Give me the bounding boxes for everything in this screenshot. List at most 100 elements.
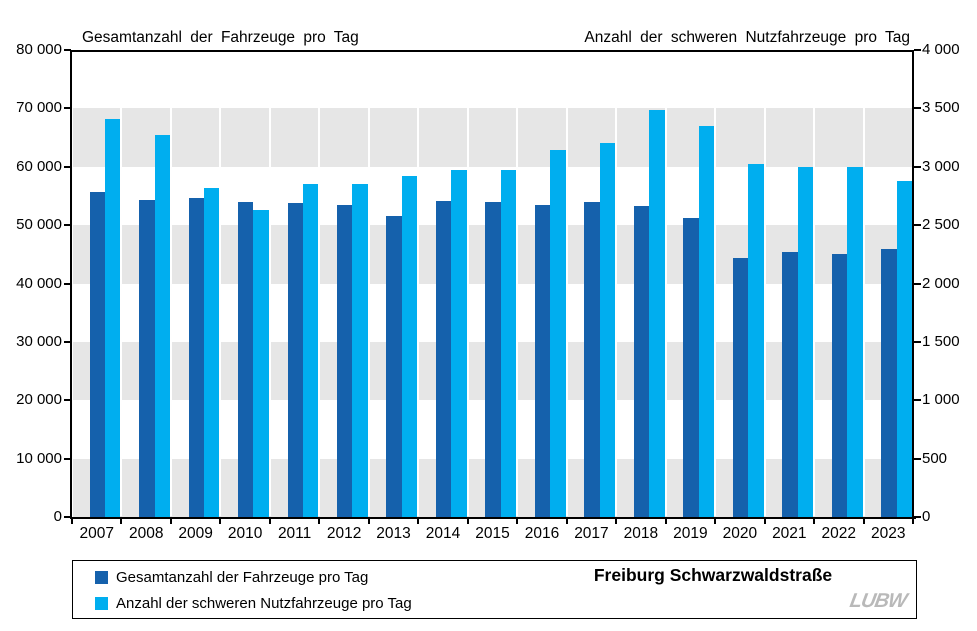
left-axis-tick [64, 457, 71, 460]
right-axis-tick-label: 0 [922, 508, 931, 525]
right-axis-tick-label: 2 500 [922, 216, 960, 234]
bar-total-2018 [633, 205, 650, 517]
year-separator [219, 51, 222, 516]
x-axis-tick [120, 518, 123, 524]
year-label-2015: 2015 [475, 525, 510, 542]
bar-total-2021 [782, 251, 798, 517]
bar-total-2010 [238, 202, 254, 517]
left-axis-tick-label: 80 000 [16, 41, 62, 58]
year-separator [813, 51, 816, 516]
bar-total-2022 [831, 254, 848, 517]
year-label-2012: 2012 [326, 525, 362, 542]
right-axis-tick [914, 282, 921, 285]
x-axis-tick [565, 518, 568, 524]
year-separator [714, 51, 717, 516]
year-label-2007: 2007 [79, 525, 114, 542]
bar-total-2015 [485, 202, 501, 517]
year-label-2013: 2013 [376, 525, 411, 542]
year-separator [466, 51, 469, 516]
bar-total-2020 [732, 258, 749, 517]
bar-total-2012 [337, 205, 353, 517]
bar-heavy-2018 [649, 109, 665, 517]
left-axis-tick [64, 107, 71, 110]
year-label-2010: 2010 [227, 525, 263, 542]
right-axis-tick [914, 457, 921, 460]
right-axis-tick-label: 2 000 [922, 274, 960, 292]
right-axis-tick-label: 3 000 [922, 157, 960, 175]
x-axis-tick [664, 518, 667, 524]
bar-heavy-2017 [599, 143, 616, 517]
legend-item-heavy: Anzahl der schweren Nutzfahrzeuge pro Ta… [95, 595, 412, 612]
year-separator [615, 51, 618, 516]
bar-heavy-2020 [748, 164, 764, 517]
bar-heavy-2022 [847, 166, 863, 517]
x-axis-tick [219, 518, 222, 524]
year-separator [664, 51, 667, 516]
year-label-2009: 2009 [178, 525, 213, 542]
left-axis-tick-label: 20 000 [16, 391, 62, 409]
left-axis-tick-label: 70 000 [16, 99, 62, 117]
x-axis-tick [169, 518, 172, 524]
year-label-2021: 2021 [772, 525, 807, 542]
right-axis-tick-label: 3 500 [922, 99, 960, 117]
left-axis-title: Gesamtanzahl der Fahrzeuge pro Tag [82, 29, 359, 46]
x-axis-tick [417, 518, 420, 524]
year-label-2016: 2016 [524, 525, 560, 542]
bar-heavy-2023 [896, 180, 912, 517]
bottom-axis-line [70, 517, 916, 519]
year-separator [417, 51, 420, 516]
year-label-2022: 2022 [821, 525, 857, 542]
bar-heavy-2013 [401, 176, 418, 517]
year-label-2011: 2011 [277, 525, 312, 542]
left-axis-tick [64, 399, 71, 402]
x-axis-tick [516, 518, 519, 524]
bar-total-2017 [584, 202, 600, 517]
lubw-logo: LUBW [848, 590, 909, 612]
bar-heavy-2019 [698, 125, 715, 517]
bar-heavy-2011 [302, 184, 319, 517]
bar-heavy-2010 [253, 209, 269, 517]
right-axis-line [912, 50, 914, 519]
bar-total-2008 [139, 200, 155, 517]
right-axis-tick [914, 165, 921, 168]
year-label-2017: 2017 [574, 525, 609, 542]
right-axis-tick [914, 516, 921, 518]
legend-swatch-heavy [95, 597, 108, 610]
left-axis-tick [64, 516, 71, 518]
bar-heavy-2016 [550, 150, 566, 517]
x-axis-tick [268, 518, 271, 524]
year-separator [169, 51, 172, 516]
bar-heavy-2007 [105, 118, 121, 517]
legend-box: Gesamtanzahl der Fahrzeuge pro Tag Anzah… [72, 560, 917, 619]
right-axis-tick [914, 224, 921, 227]
x-axis-tick [763, 518, 766, 524]
x-axis-tick [813, 518, 816, 524]
year-separator [565, 51, 568, 516]
year-label-2019: 2019 [673, 525, 708, 542]
left-axis-tick [64, 340, 71, 343]
year-label-2023: 2023 [871, 525, 906, 542]
x-axis-tick [367, 518, 370, 524]
year-separator [120, 51, 123, 516]
legend-item-total: Gesamtanzahl der Fahrzeuge pro Tag [95, 569, 368, 586]
year-label-2014: 2014 [425, 525, 461, 542]
right-axis-tick [914, 107, 921, 110]
right-axis-tick-label: 500 [922, 449, 948, 467]
year-separator [367, 51, 370, 516]
bar-total-2013 [386, 216, 402, 517]
bar-total-2007 [89, 191, 106, 517]
left-axis-tick-label: 10 000 [16, 449, 62, 467]
right-axis-tick-label: 1 500 [922, 332, 960, 350]
legend-label-total: Gesamtanzahl der Fahrzeuge pro Tag [116, 569, 369, 586]
bar-total-2011 [287, 202, 303, 517]
left-axis-tick [64, 165, 71, 168]
bar-heavy-2014 [451, 170, 467, 517]
bar-heavy-2015 [500, 170, 517, 517]
year-label-2008: 2008 [128, 525, 164, 542]
grid-band [73, 108, 912, 167]
left-axis-tick [64, 224, 71, 227]
year-label-2018: 2018 [623, 525, 659, 542]
right-axis-tick [914, 49, 921, 51]
bar-heavy-2012 [352, 184, 368, 517]
